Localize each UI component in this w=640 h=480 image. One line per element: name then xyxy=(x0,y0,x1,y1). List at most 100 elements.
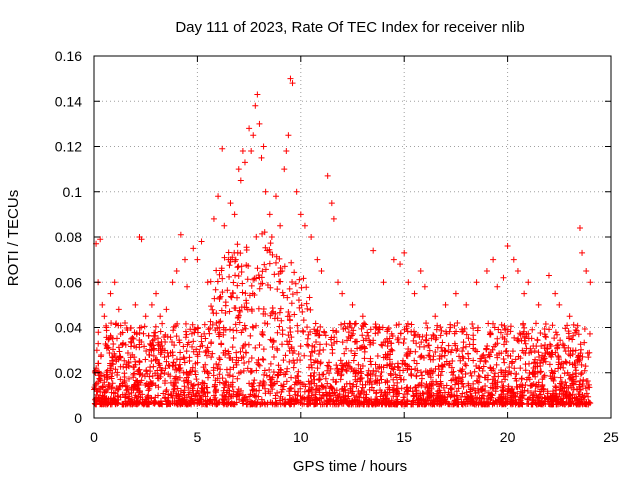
data-point xyxy=(291,381,298,388)
data-point xyxy=(147,378,154,385)
data-point xyxy=(107,332,114,339)
data-point xyxy=(227,381,234,388)
data-point xyxy=(368,361,375,368)
data-point xyxy=(232,305,239,312)
data-point xyxy=(226,390,233,397)
data-point xyxy=(394,388,401,395)
data-point xyxy=(348,324,355,331)
data-point xyxy=(129,334,136,341)
data-point xyxy=(383,354,390,361)
data-point xyxy=(490,320,497,327)
data-point xyxy=(329,350,336,357)
data-point xyxy=(167,334,174,341)
data-point xyxy=(252,102,259,109)
data-point xyxy=(210,367,217,374)
data-point xyxy=(337,376,344,383)
data-point xyxy=(335,368,342,375)
data-point xyxy=(355,388,362,395)
data-point xyxy=(241,159,248,166)
data-point xyxy=(573,327,580,334)
data-point xyxy=(538,401,545,408)
data-point xyxy=(264,320,271,327)
data-point xyxy=(564,369,571,376)
data-point xyxy=(393,322,400,329)
data-point xyxy=(348,397,355,404)
data-point xyxy=(148,301,155,308)
data-point xyxy=(267,284,274,291)
data-point xyxy=(394,398,401,405)
data-point xyxy=(297,211,304,218)
data-point xyxy=(204,374,211,381)
data-point xyxy=(490,256,497,263)
data-point xyxy=(289,80,296,87)
data-point xyxy=(438,344,445,351)
data-point xyxy=(216,354,223,361)
data-point xyxy=(221,222,228,229)
data-point xyxy=(401,335,408,342)
data-point xyxy=(484,343,491,350)
data-point xyxy=(252,344,259,351)
data-point xyxy=(312,396,319,403)
data-point xyxy=(396,372,403,379)
data-point xyxy=(279,341,286,348)
data-point xyxy=(413,373,420,380)
data-point xyxy=(374,329,381,336)
data-point xyxy=(319,383,326,390)
data-point xyxy=(179,399,186,406)
data-point xyxy=(204,369,211,376)
data-point xyxy=(239,289,246,296)
data-point xyxy=(495,396,502,403)
data-point xyxy=(438,353,445,360)
data-point xyxy=(287,399,294,406)
data-point xyxy=(340,325,347,332)
data-point xyxy=(492,370,499,377)
data-point xyxy=(534,359,541,366)
data-point xyxy=(160,390,167,397)
data-point xyxy=(556,301,563,308)
data-point xyxy=(114,372,121,379)
data-point xyxy=(280,383,287,390)
data-point xyxy=(527,345,534,352)
data-point xyxy=(437,389,444,396)
data-point xyxy=(503,347,510,354)
data-point xyxy=(296,276,303,283)
data-point xyxy=(143,380,150,387)
data-point xyxy=(259,230,266,237)
data-point xyxy=(234,315,241,322)
data-point xyxy=(330,215,337,222)
data-point xyxy=(256,342,263,349)
data-point xyxy=(431,401,438,408)
data-point xyxy=(305,342,312,349)
data-point xyxy=(575,391,582,398)
data-point xyxy=(103,372,110,379)
data-point xyxy=(493,361,500,368)
data-point xyxy=(345,333,352,340)
data-point xyxy=(476,373,483,380)
data-point xyxy=(326,359,333,366)
data-point xyxy=(425,387,432,394)
data-point xyxy=(302,383,309,390)
data-point xyxy=(413,340,420,347)
data-point xyxy=(518,399,525,406)
data-point xyxy=(458,398,465,405)
data-point xyxy=(559,341,566,348)
data-point xyxy=(452,290,459,297)
data-point xyxy=(312,357,319,364)
data-point xyxy=(374,353,381,360)
data-point xyxy=(524,387,531,394)
data-point xyxy=(299,308,306,315)
data-point xyxy=(233,349,240,356)
data-point xyxy=(583,378,590,385)
data-point xyxy=(552,290,559,297)
data-point xyxy=(267,336,274,343)
data-point xyxy=(549,322,556,329)
data-point xyxy=(577,386,584,393)
data-point xyxy=(270,308,277,315)
data-point xyxy=(395,339,402,346)
data-point xyxy=(335,279,342,286)
data-point xyxy=(524,396,531,403)
data-point xyxy=(177,349,184,356)
data-point xyxy=(522,334,529,341)
data-point xyxy=(359,322,366,329)
data-point xyxy=(203,352,210,359)
